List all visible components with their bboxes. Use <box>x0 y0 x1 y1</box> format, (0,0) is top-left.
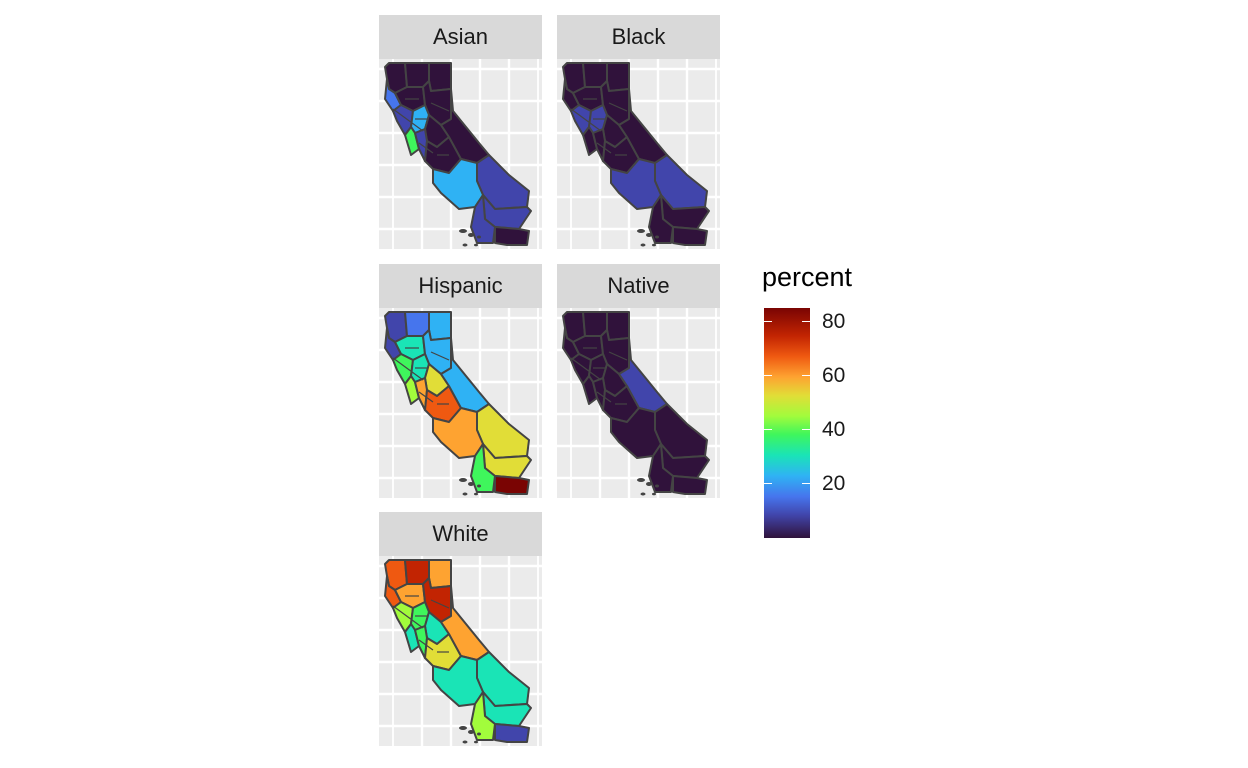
county-border <box>570 357 602 381</box>
legend-colorbar <box>764 308 810 538</box>
channel-island <box>474 740 478 744</box>
channel-island <box>459 478 467 482</box>
county-border <box>570 108 602 132</box>
county-border <box>418 391 434 403</box>
channel-island <box>655 235 659 239</box>
county-border <box>430 599 450 609</box>
facet-strip-label: Hispanic <box>379 264 542 308</box>
county-region-imp <box>494 475 530 495</box>
legend-tick-label: 20 <box>822 471 846 495</box>
facet-panel-white: White <box>379 512 542 746</box>
legend-tick-label: 60 <box>822 363 846 387</box>
county-region-n3 <box>428 62 452 92</box>
channel-island <box>468 233 474 237</box>
channel-island <box>462 243 468 247</box>
channel-island <box>646 233 652 237</box>
legend-title: percent <box>762 262 853 292</box>
facet-panel-native: Native <box>557 264 720 498</box>
channel-island <box>474 243 478 247</box>
channel-island <box>462 492 468 496</box>
channel-island <box>477 235 481 239</box>
california-county-map <box>379 59 542 249</box>
county-border <box>418 639 434 651</box>
channel-island <box>637 229 645 233</box>
county-border <box>392 357 424 381</box>
channel-island <box>652 243 656 247</box>
channel-island <box>459 229 467 233</box>
channel-island <box>474 492 478 496</box>
map-plot-area <box>379 308 542 498</box>
channel-island <box>640 243 646 247</box>
county-region-n3 <box>606 62 630 92</box>
channel-island <box>459 726 467 730</box>
channel-island <box>462 740 468 744</box>
county-region-n3 <box>428 311 452 341</box>
county-border <box>608 351 628 361</box>
county-border <box>608 102 628 112</box>
county-border <box>392 108 424 132</box>
facet-panel-asian: Asian <box>379 15 542 249</box>
map-plot-area <box>379 59 542 249</box>
map-plot-area <box>379 556 542 746</box>
channel-island <box>655 484 659 488</box>
channel-island <box>468 730 474 734</box>
california-county-map <box>557 59 720 249</box>
county-region-imp <box>494 723 530 743</box>
county-border <box>392 605 424 629</box>
california-county-map <box>379 556 542 746</box>
county-region-n3 <box>606 311 630 341</box>
county-border <box>596 142 612 154</box>
map-plot-area <box>557 308 720 498</box>
legend-tick-label: 80 <box>822 309 846 333</box>
channel-island <box>652 492 656 496</box>
county-region-n3 <box>428 559 452 589</box>
county-border <box>596 391 612 403</box>
channel-island <box>640 492 646 496</box>
california-county-map <box>379 308 542 498</box>
channel-island <box>477 732 481 736</box>
channel-island <box>637 478 645 482</box>
facet-strip-label: Native <box>557 264 720 308</box>
county-region-imp <box>672 226 708 246</box>
facet-strip-label: Asian <box>379 15 542 59</box>
facet-strip-label: White <box>379 512 542 556</box>
facet-panel-black: Black <box>557 15 720 249</box>
channel-island <box>468 482 474 486</box>
county-border <box>418 142 434 154</box>
county-border <box>430 102 450 112</box>
county-region-imp <box>672 475 708 495</box>
legend-tick-label: 40 <box>822 417 846 441</box>
channel-island <box>477 484 481 488</box>
county-border <box>430 351 450 361</box>
map-plot-area <box>557 59 720 249</box>
channel-island <box>646 482 652 486</box>
county-region-imp <box>494 226 530 246</box>
color-legend: percent 20 40 60 80 <box>762 262 902 562</box>
facet-strip-label: Black <box>557 15 720 59</box>
california-county-map <box>557 308 720 498</box>
facet-panel-hispanic: Hispanic <box>379 264 542 498</box>
